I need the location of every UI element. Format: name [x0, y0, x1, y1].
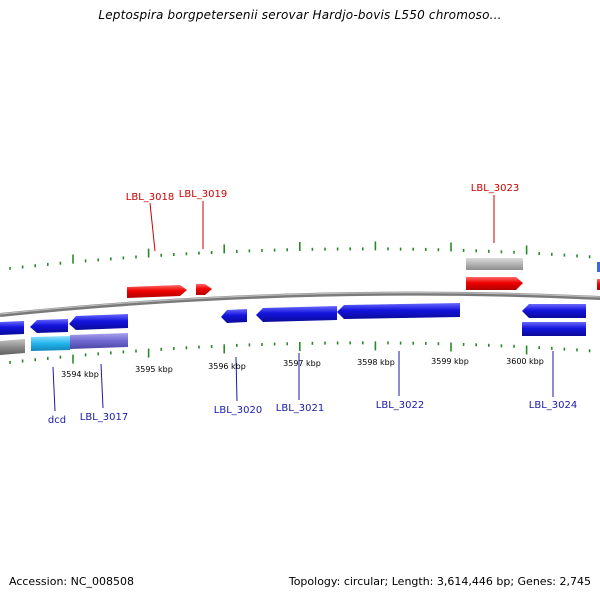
forward-gene-labels: [149, 195, 495, 252]
label-connector-lbl-3020: [235, 356, 238, 402]
forward-strand-genes: [127, 258, 600, 298]
chromosome-backbone-highlight: [0, 292, 600, 315]
label-connector-lbl-3017: [100, 363, 104, 409]
map-title: Leptospira borgpetersenii serovar Hardjo…: [98, 8, 502, 22]
gene-label-lbl-3020[interactable]: LBL_3020: [214, 405, 262, 416]
inner-tick-ring: [9, 341, 591, 364]
gene-dcd-box[interactable]: [31, 336, 70, 351]
chromosome-backbone: [0, 291, 600, 317]
gene-lbl-3018-arrow[interactable]: [127, 285, 187, 298]
kbp-label-3595: 3595 kbp: [135, 365, 173, 374]
gene-dcd-arrow-upper[interactable]: [30, 319, 68, 333]
kbp-label-3600: 3600 kbp: [506, 357, 544, 366]
label-connector-lbl-3018: [149, 202, 156, 252]
accession-text: Accession: NC_008508: [9, 575, 135, 588]
gene-grey-feature[interactable]: [466, 258, 523, 270]
gene-label-dcd[interactable]: dcd: [48, 415, 66, 426]
gene-label-lbl-3018[interactable]: LBL_3018: [126, 192, 174, 203]
gene-partial-left-arrow[interactable]: [0, 321, 24, 335]
gene-partial-blue-right[interactable]: [597, 262, 600, 272]
gene-lbl-3024-arrow-upper[interactable]: [522, 304, 586, 318]
genome-summary-text: Topology: circular; Length: 3,614,446 bp…: [288, 575, 591, 588]
gene-label-lbl-3023[interactable]: LBL_3023: [471, 183, 519, 194]
reverse-strand-genes: [0, 303, 586, 355]
gene-lbl-3020-arrow[interactable]: [221, 309, 247, 323]
gene-partial-red-right[interactable]: [597, 279, 600, 290]
label-connector-dcd: [52, 366, 56, 412]
gene-lbl-3017-arrow[interactable]: [69, 314, 128, 330]
gene-label-lbl-3022[interactable]: LBL_3022: [376, 400, 424, 411]
kbp-label-3598: 3598 kbp: [357, 358, 395, 367]
kbp-label-3597: 3597 kbp: [283, 359, 321, 368]
gene-label-lbl-3021[interactable]: LBL_3021: [276, 403, 324, 414]
outer-tick-ring: [9, 241, 591, 270]
gene-lbl-3021-arrow[interactable]: [256, 306, 337, 322]
kbp-label-3594: 3594 kbp: [61, 370, 99, 379]
kbp-label-3599: 3599 kbp: [431, 357, 469, 366]
gene-lbl-3024-box[interactable]: [522, 322, 586, 336]
gene-lbl-3023-arrow[interactable]: [466, 277, 523, 290]
gene-partial-grey-left[interactable]: [0, 339, 25, 355]
gene-label-lbl-3017[interactable]: LBL_3017: [80, 412, 128, 423]
gene-lbl-3019-arrow[interactable]: [196, 284, 212, 295]
reverse-gene-labels: [52, 351, 554, 412]
kbp-label-3596: 3596 kbp: [208, 362, 246, 371]
gene-lbl-3022-arrow[interactable]: [337, 303, 460, 319]
gene-label-lbl-3024[interactable]: LBL_3024: [529, 400, 577, 411]
gene-lbl-3017-box[interactable]: [70, 333, 128, 349]
gene-label-lbl-3019[interactable]: LBL_3019: [179, 189, 227, 200]
